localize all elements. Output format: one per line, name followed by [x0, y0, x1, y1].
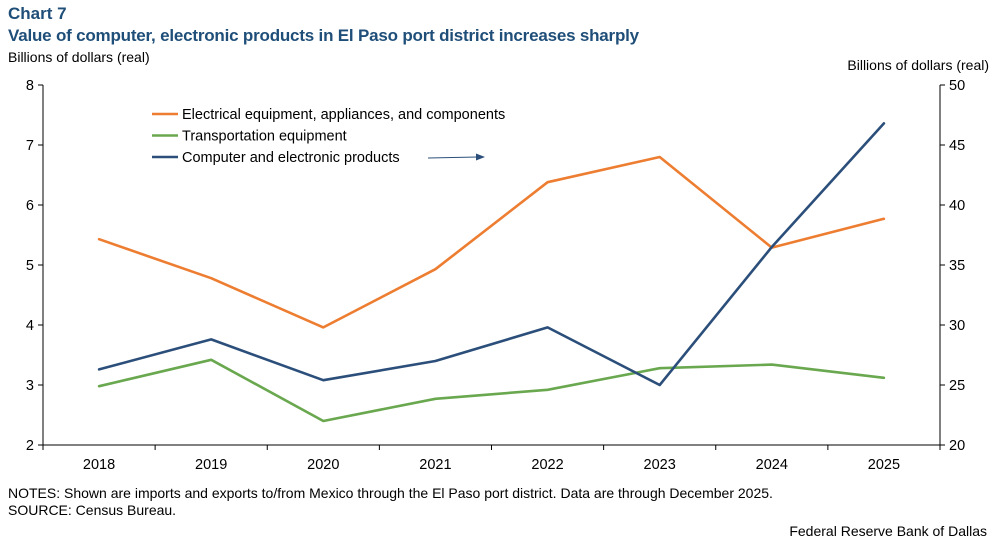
chart-notes: NOTES: Shown are imports and exports to/… — [8, 485, 773, 519]
right-axis-label: Billions of dollars (real) — [847, 57, 989, 73]
left-tick-label: 6 — [26, 198, 34, 214]
left-tick-label: 5 — [26, 258, 34, 274]
series-line-computer — [97, 122, 886, 387]
x-tick-label: 2024 — [756, 457, 788, 473]
legend-label-electrical: Electrical equipment, appliances, and co… — [182, 107, 505, 123]
x-tick-label: 2020 — [307, 457, 339, 473]
chart-legend: Electrical equipment, appliances, and co… — [152, 107, 505, 166]
legend-label-transportation: Transportation equipment — [182, 129, 347, 145]
right-tick-label: 25 — [949, 378, 965, 394]
source-text: SOURCE: Census Bureau. — [8, 502, 177, 518]
annotation-arrow — [427, 156, 479, 159]
right-tick-label: 35 — [949, 258, 965, 274]
right-tick-label: 40 — [949, 198, 965, 214]
series-line-electrical — [97, 155, 886, 329]
series-line-transportation — [97, 358, 886, 423]
left-axis-label: Billions of dollars (real) — [8, 49, 150, 65]
x-tick-label: 2022 — [531, 457, 563, 473]
annotation-arrowhead — [476, 153, 485, 161]
left-tick-label: 3 — [26, 378, 34, 394]
chart-series — [97, 122, 886, 423]
x-tick-label: 2025 — [868, 457, 900, 473]
left-tick-label: 4 — [26, 318, 34, 334]
x-tick-label: 2018 — [83, 457, 115, 473]
legend-label-computer: Computer and electronic products — [182, 150, 400, 166]
notes-text: NOTES: Shown are imports and exports to/… — [8, 485, 773, 501]
credit-text: Federal Reserve Bank of Dallas — [789, 523, 987, 539]
left-tick-label: 8 — [26, 78, 34, 94]
right-tick-label: 20 — [949, 438, 965, 454]
chart-title: Value of computer, electronic products i… — [8, 26, 639, 45]
left-tick-label: 2 — [26, 438, 34, 454]
right-tick-label: 45 — [949, 138, 965, 154]
x-tick-label: 2023 — [644, 457, 676, 473]
x-tick-label: 2019 — [195, 457, 227, 473]
right-tick-label: 50 — [949, 78, 965, 94]
chart-number: Chart 7 — [8, 4, 67, 23]
left-tick-label: 7 — [26, 138, 34, 154]
right-tick-label: 30 — [949, 318, 965, 334]
x-tick-label: 2021 — [419, 457, 451, 473]
